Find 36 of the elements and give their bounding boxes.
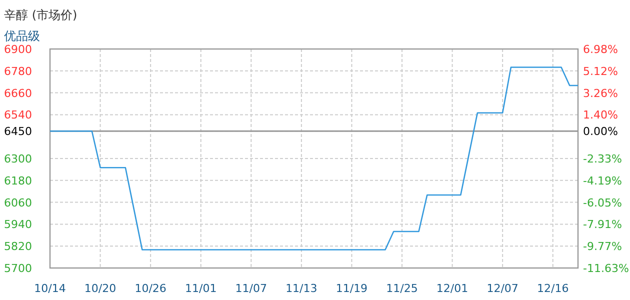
y-tick-label: 6780	[4, 64, 32, 78]
y2-tick-label: 3.26%	[583, 86, 618, 100]
y-tick-label: 6060	[4, 196, 32, 210]
y2-tick-label: -4.19%	[583, 174, 622, 188]
x-tick-label: 12/07	[486, 282, 518, 295]
y2-tick-label: -11.63%	[583, 262, 629, 275]
y-tick-label: 5700	[4, 262, 32, 275]
x-tick-label: 10/26	[134, 282, 166, 295]
y-tick-label: 6660	[4, 86, 32, 100]
y2-tick-label: -7.91%	[583, 218, 622, 232]
y-tick-label: 6180	[4, 174, 32, 188]
y2-tick-label: -2.33%	[583, 152, 622, 166]
y-tick-label: 5940	[4, 218, 32, 232]
y2-tick-label: 0.00%	[583, 125, 618, 138]
y2-tick-label: 1.40%	[583, 108, 618, 122]
x-tick-label: 10/14	[34, 282, 66, 295]
y2-tick-label: 5.12%	[583, 64, 618, 78]
x-tick-label: 11/01	[185, 282, 217, 295]
y2-tick-label: 6.98%	[583, 43, 618, 56]
x-tick-label: 10/20	[84, 282, 116, 295]
x-tick-label: 11/07	[235, 282, 267, 295]
chart-title: 辛醇 (市场价)	[4, 8, 78, 22]
x-tick-label: 11/25	[386, 282, 418, 295]
y-tick-label: 5820	[4, 240, 32, 254]
y-tick-label: 6450	[4, 125, 32, 138]
y-tick-label: 6300	[4, 152, 32, 166]
x-tick-label: 12/16	[537, 282, 569, 295]
y-tick-label: 6900	[4, 43, 32, 56]
x-tick-label: 11/19	[336, 282, 368, 295]
line-series	[49, 66, 579, 250]
y2-tick-label: -6.05%	[583, 196, 622, 210]
x-tick-label: 12/01	[436, 282, 468, 295]
chart-subtitle: 优品级	[4, 29, 40, 43]
y2-tick-label: -9.77%	[583, 240, 622, 254]
y-tick-label: 6540	[4, 108, 32, 122]
x-tick-label: 11/13	[286, 282, 318, 295]
